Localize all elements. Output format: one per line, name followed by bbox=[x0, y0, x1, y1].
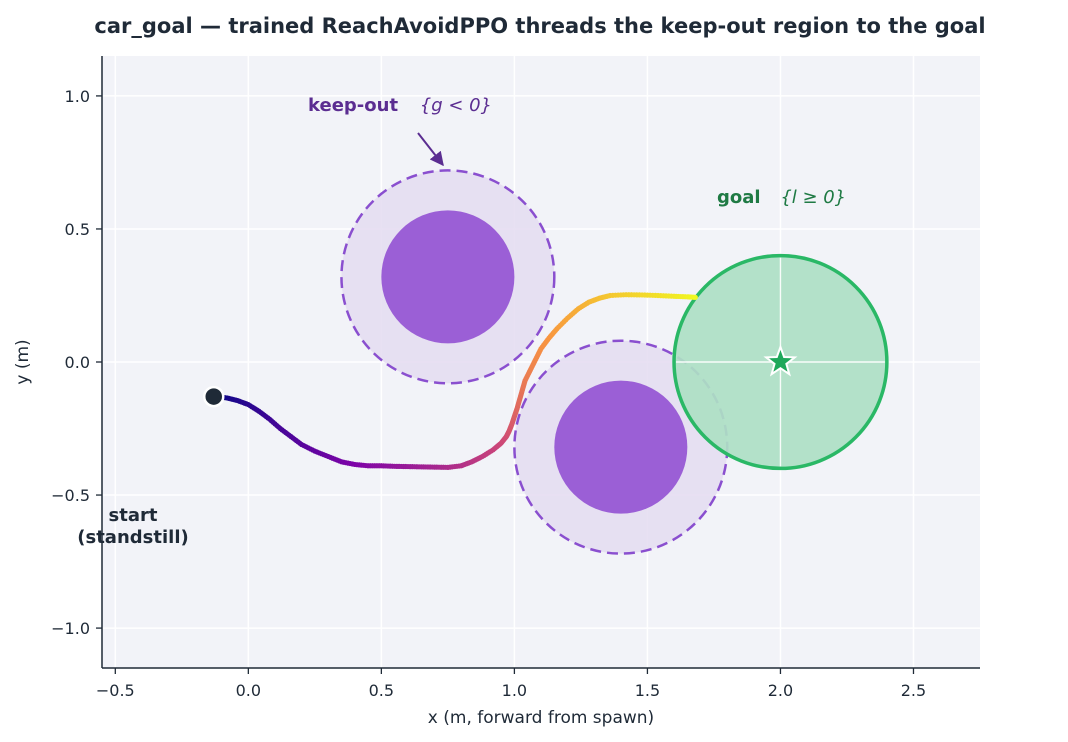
y-axis-ticks: −1.0 −0.5 0.0 0.5 1.0 bbox=[51, 87, 102, 638]
keepout-math: {g < 0} bbox=[420, 95, 492, 116]
goal-star-marker bbox=[763, 344, 798, 377]
svg-text:keep-out {g < 0}: keep-out {g < 0} bbox=[308, 95, 492, 116]
goal-annotation: goal {l ≥ 0} bbox=[717, 187, 846, 208]
keepout-label: keep-out bbox=[308, 95, 398, 116]
keepout-annotation: keep-out {g < 0} bbox=[308, 95, 492, 167]
x-tick-label: 2.0 bbox=[768, 681, 793, 700]
trajectory bbox=[213, 292, 698, 470]
x-tick-label: 0.5 bbox=[369, 681, 394, 700]
markers bbox=[202, 344, 798, 408]
y-tick-label: −1.0 bbox=[51, 619, 90, 638]
goal-label: goal bbox=[717, 187, 761, 208]
x-tick-label: 2.5 bbox=[901, 681, 926, 700]
x-tick-label: 0.0 bbox=[236, 681, 261, 700]
x-tick-label: −0.5 bbox=[96, 681, 135, 700]
svg-text:goal {l ≥ 0}: goal {l ≥ 0} bbox=[717, 187, 846, 208]
x-tick-label: 1.5 bbox=[635, 681, 660, 700]
start-annotation: start (standstill) bbox=[77, 505, 188, 548]
obstacle-core bbox=[554, 380, 688, 514]
y-tick-label: 0.0 bbox=[65, 353, 90, 372]
trajectory-point bbox=[692, 294, 698, 300]
x-axis-ticks: −0.5 0.0 0.5 1.0 1.5 2.0 2.5 bbox=[96, 668, 926, 700]
start-label: start bbox=[109, 505, 158, 526]
y-axis-label: y (m) bbox=[13, 339, 33, 384]
y-tick-label: 1.0 bbox=[65, 87, 90, 106]
obstacle-core bbox=[381, 210, 515, 344]
x-axis-label: x (m, forward from spawn) bbox=[428, 708, 654, 728]
y-tick-label: 0.5 bbox=[65, 220, 90, 239]
start-sublabel: (standstill) bbox=[77, 527, 188, 548]
y-tick-label: −0.5 bbox=[51, 486, 90, 505]
goal-math: {l ≥ 0} bbox=[780, 187, 846, 208]
start-marker bbox=[202, 385, 225, 408]
x-tick-label: 1.0 bbox=[502, 681, 527, 700]
keepout-arrow bbox=[417, 132, 444, 167]
chart-title: car_goal — trained ReachAvoidPPO threads… bbox=[94, 14, 985, 38]
